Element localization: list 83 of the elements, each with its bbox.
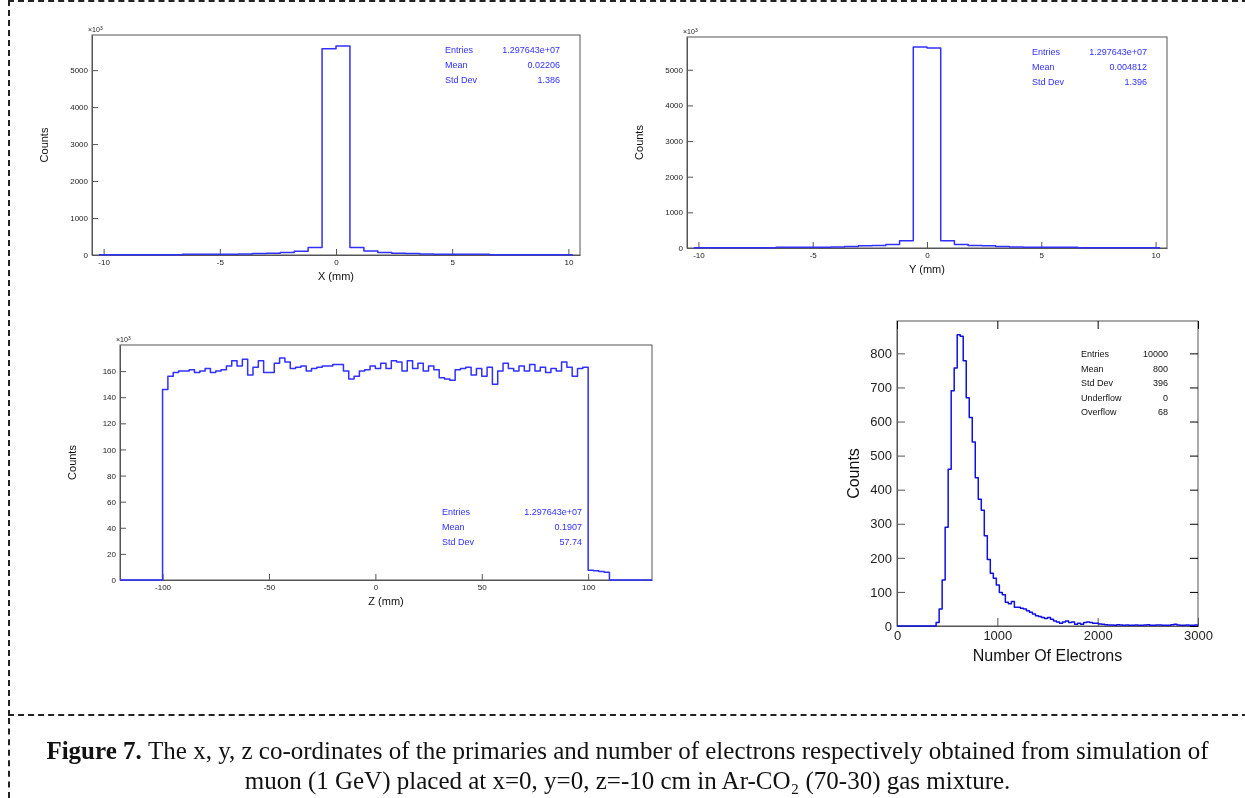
text: The x, y, z co-ordinates of the primaries and number of electrons respectively obtained from simulation of muon (1 GeV) placed at x=0, y=0, z=-10 cm in Ar-CO₂ (70-30) gas mixture. (148, 737, 1209, 794)
y-tick-label: 0 (884, 618, 892, 634)
x-tick-label: -5 (809, 250, 818, 260)
y-tick-label: 1000 (70, 214, 89, 224)
y-tick-label: 1000 (665, 208, 684, 218)
x-tick-label: 0 (334, 257, 340, 267)
annotation: 57.74 (559, 537, 582, 547)
caption: Figure 7. (46, 737, 143, 764)
y-tick-label: 600 (870, 414, 892, 430)
annotation: 396 (1152, 378, 1168, 388)
y-tick-label: 60 (107, 497, 117, 507)
x-tick-label: 5 (1039, 250, 1045, 260)
y-tick-label: 100 (102, 445, 117, 455)
x-axis-title: X (mm) (317, 270, 355, 282)
annotation: 1.297643e+07 (524, 507, 582, 517)
annotation: 10000 (1142, 349, 1168, 359)
y-tick-label: 5000 (665, 65, 684, 75)
x-tick-label: 1000 (983, 628, 1013, 644)
annotation: 0.004812 (1109, 62, 1147, 72)
annotation: Mean (1032, 62, 1055, 72)
annotation: 1.297643e+07 (502, 45, 560, 55)
annotation: Std Dev (1081, 378, 1114, 388)
y-tick-label: 300 (870, 516, 892, 532)
y-tick-label: 3000 (70, 140, 89, 150)
x-tick-label: -5 (216, 257, 225, 267)
annotation: 1.386 (537, 75, 560, 85)
x-tick-label: -10 (693, 250, 706, 260)
annotation: Std Dev (445, 75, 478, 85)
x-tick-label: 5 (450, 257, 456, 267)
annotation: 1.396 (1124, 77, 1147, 87)
x-tick-label: 0 (373, 582, 379, 592)
x-tick-label: 50 (477, 582, 488, 592)
y-tick-label: 40 (107, 523, 117, 533)
x-tick-label: -100 (155, 582, 172, 592)
annotation: Entries (1032, 47, 1061, 57)
y-tick-label: 2000 (665, 172, 684, 182)
y-tick-label: 120 (102, 419, 117, 429)
y-tick-label: 400 (870, 482, 892, 498)
y-tick-label: 4000 (70, 103, 89, 113)
y-tick-label: 700 (870, 380, 892, 396)
y-tick-label: 3000 (665, 137, 684, 147)
annotation: Mean (445, 60, 468, 70)
x-tick-label: 10 (1151, 250, 1162, 260)
x-tick-label: 100 (581, 582, 596, 592)
y-axis-title: Counts (38, 127, 50, 163)
annotation: Underflow (1081, 392, 1123, 403)
annotation: Entries (1081, 349, 1110, 359)
x-axis-title: Number Of Electrons (972, 647, 1123, 664)
annotation: Mean (442, 522, 465, 532)
x-axis-title: Y (mm) (909, 263, 945, 275)
annotation: Std Dev (1032, 77, 1065, 87)
y-tick-label: 500 (870, 448, 892, 464)
y-tick-label: 4000 (665, 101, 684, 111)
x-tick-label: -10 (98, 257, 111, 267)
x-tick-label: 2000 (1083, 628, 1113, 644)
annotation: Entries (445, 45, 474, 55)
y-axis-title: Counts (845, 448, 862, 499)
y-tick-label: 80 (107, 471, 117, 481)
y-tick-label: 20 (107, 549, 117, 559)
x-tick-label: 10 (564, 257, 574, 267)
annotation: 0.1907 (554, 522, 582, 532)
annotation: Std Dev (442, 537, 475, 547)
y-axis-title: Counts (633, 124, 645, 160)
annotation: 68 (1157, 407, 1168, 417)
annotation: 0.02206 (527, 60, 560, 70)
y-tick-label: 800 (870, 346, 892, 362)
annotation: Entries (442, 507, 471, 517)
annotation: 0 (1162, 392, 1168, 403)
x-tick-label: 0 (925, 250, 931, 260)
y-tick-label: 200 (870, 550, 892, 566)
annotation: 1.297643e+07 (1089, 47, 1147, 57)
x-tick-label: -50 (263, 582, 276, 592)
y-tick-label: 5000 (70, 66, 89, 76)
x-axis-title: Z (mm) (368, 595, 404, 607)
y-tick-label: 2000 (70, 177, 89, 187)
y-axis-title: Counts (66, 444, 78, 480)
y-tick-label: 140 (102, 393, 117, 403)
x-tick-label: 3000 (1184, 628, 1213, 644)
annotation: Mean (1081, 363, 1104, 374)
annotation: Overflow (1081, 407, 1118, 417)
annotation: 800 (1152, 363, 1168, 374)
x-tick-label: 0 (893, 628, 902, 644)
y-tick-label: 160 (102, 367, 117, 377)
